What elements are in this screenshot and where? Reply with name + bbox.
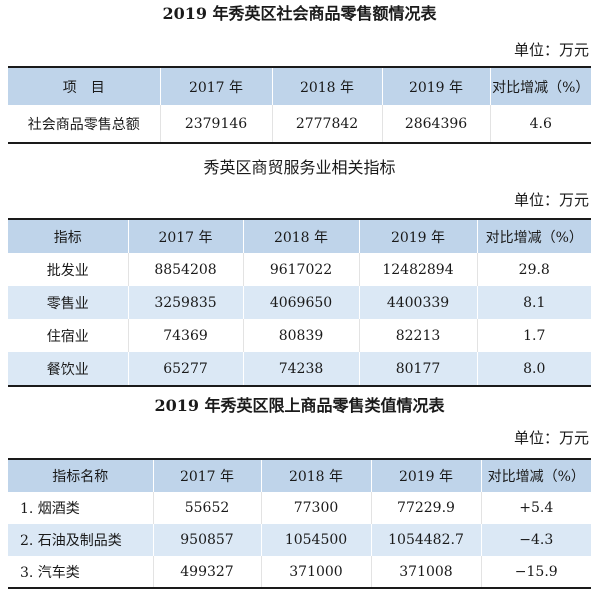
- table3: 指标名称 2017 年 2018 年 2019 年 对比增减（%） 1. 烟酒类…: [8, 458, 591, 589]
- table-cell: 8854208: [127, 253, 244, 286]
- table1-header-cell: 对比增减（%）: [489, 67, 591, 105]
- table2-unit: 单位：万元: [513, 191, 589, 209]
- table-cell: 3259835: [127, 286, 244, 319]
- table-cell: 4069650: [242, 286, 360, 319]
- row-label: 餐饮业: [8, 352, 129, 386]
- table-cell: 77229.9: [370, 492, 482, 524]
- table1-header-cell: 2017 年: [159, 67, 273, 105]
- table-cell: 2864396: [381, 105, 491, 143]
- table2: 指标 2017 年 2018 年 2019 年 对比增减（%） 批发业 8854…: [8, 218, 591, 387]
- table3-header-cell: 2017 年: [152, 459, 262, 492]
- table-cell: 74369: [127, 319, 244, 352]
- row-label: 2. 石油及制品类: [8, 524, 154, 556]
- table3-unit: 单位：万元: [513, 429, 589, 447]
- table-cell: 1054500: [260, 524, 372, 556]
- table1-title: 2019 年秀英区社会商品零售额情况表: [162, 4, 437, 23]
- table1-header-row: 项 目 2017 年 2018 年 2019 年 对比增减（%）: [8, 67, 591, 105]
- table-cell: 82213: [358, 319, 478, 352]
- table-cell: 8.0: [476, 352, 591, 386]
- table2-header-cell: 指标: [8, 219, 129, 253]
- table-cell: 74238: [242, 352, 360, 386]
- table-cell: 4400339: [358, 286, 478, 319]
- table-cell: 80177: [358, 352, 478, 386]
- row-label: 批发业: [8, 253, 129, 286]
- table2-title: 秀英区商贸服务业相关指标: [203, 158, 396, 177]
- table3-header-cell: 2018 年: [260, 459, 372, 492]
- table3-header-cell: 对比增减（%）: [480, 459, 591, 492]
- table2-header-cell: 2017 年: [127, 219, 244, 253]
- table-cell: 1.7: [476, 319, 591, 352]
- table-row: 1. 烟酒类 55652 77300 77229.9 +5.4: [8, 492, 591, 524]
- row-label: 3. 汽车类: [8, 556, 154, 588]
- table-cell: −15.9: [480, 556, 591, 588]
- table-cell: 65277: [127, 352, 244, 386]
- table-cell: 4.6: [489, 105, 591, 143]
- table-row: 社会商品零售总额 2379146 2777842 2864396 4.6: [8, 105, 591, 143]
- table-cell: 29.8: [476, 253, 591, 286]
- table3-title: 2019 年秀英区限上商品零售类值情况表: [154, 396, 445, 415]
- table-cell: 1054482.7: [370, 524, 482, 556]
- table1-header-cell: 2018 年: [271, 67, 383, 105]
- table-row: 2. 石油及制品类 950857 1054500 1054482.7 −4.3: [8, 524, 591, 556]
- table2-header-cell: 2019 年: [358, 219, 478, 253]
- table-row: 住宿业 74369 80839 82213 1.7: [8, 319, 591, 352]
- table1-header-cell: 项 目: [8, 67, 161, 105]
- table2-header-row: 指标 2017 年 2018 年 2019 年 对比增减（%）: [8, 219, 591, 253]
- table1-unit: 单位：万元: [513, 41, 589, 59]
- table-cell: 950857: [152, 524, 262, 556]
- row-label: 住宿业: [8, 319, 129, 352]
- table3-header-row: 指标名称 2017 年 2018 年 2019 年 对比增减（%）: [8, 459, 591, 492]
- table2-header-cell: 对比增减（%）: [476, 219, 591, 253]
- table-cell: 9617022: [242, 253, 360, 286]
- table-row: 餐饮业 65277 74238 80177 8.0: [8, 352, 591, 386]
- table-cell: 2379146: [159, 105, 273, 143]
- table-cell: 499327: [152, 556, 262, 588]
- table3-header-cell: 指标名称: [8, 459, 154, 492]
- table1-header-cell: 2019 年: [381, 67, 491, 105]
- table-cell: 80839: [242, 319, 360, 352]
- table-row: 零售业 3259835 4069650 4400339 8.1: [8, 286, 591, 319]
- table-cell: 55652: [152, 492, 262, 524]
- table-cell: 77300: [260, 492, 372, 524]
- table-cell: −4.3: [480, 524, 591, 556]
- row-label: 社会商品零售总额: [8, 105, 161, 143]
- row-label: 零售业: [8, 286, 129, 319]
- table-cell: 371008: [370, 556, 482, 588]
- table1: 项 目 2017 年 2018 年 2019 年 对比增减（%） 社会商品零售总…: [8, 66, 591, 144]
- table-row: 批发业 8854208 9617022 12482894 29.8: [8, 253, 591, 286]
- table-cell: 2777842: [271, 105, 383, 143]
- row-label: 1. 烟酒类: [8, 492, 154, 524]
- table3-header-cell: 2019 年: [370, 459, 482, 492]
- table-cell: 371000: [260, 556, 372, 588]
- table-cell: 8.1: [476, 286, 591, 319]
- table-row: 3. 汽车类 499327 371000 371008 −15.9: [8, 556, 591, 588]
- table-cell: 12482894: [358, 253, 478, 286]
- table2-header-cell: 2018 年: [242, 219, 360, 253]
- table-cell: +5.4: [480, 492, 591, 524]
